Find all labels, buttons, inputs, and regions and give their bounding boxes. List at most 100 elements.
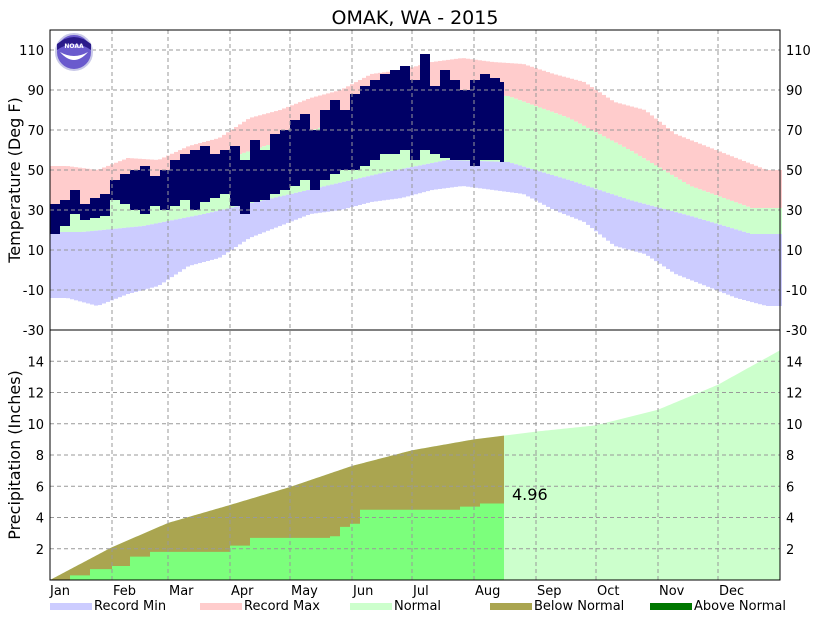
normal-range-bar: [562, 116, 566, 179]
month-label: Nov: [659, 584, 685, 599]
record-min-bar: [362, 177, 366, 204]
legend-label: Normal: [394, 599, 441, 614]
normal-range-bar: [670, 174, 674, 212]
record-min-bar: [314, 188, 318, 214]
normal-range-bar: [638, 155, 642, 203]
month-label: Oct: [597, 584, 619, 599]
record-min-bar: [626, 199, 630, 250]
record-max-bar: [230, 129, 234, 157]
record-min-bar: [770, 234, 774, 306]
normal-range-bar: [614, 142, 618, 196]
normal-range-bar: [602, 136, 606, 192]
record-min-bar: [390, 170, 394, 200]
normal-range-bar: [750, 208, 754, 234]
record-min-bar: [142, 225, 146, 290]
record-max-bar: [618, 103, 622, 145]
record-min-bar: [638, 202, 642, 253]
observed-temp-bar: [480, 74, 490, 160]
record-min-bar: [502, 161, 506, 192]
record-min-bar: [634, 201, 638, 252]
record-min-bar: [410, 166, 414, 196]
record-min-bar: [278, 196, 282, 227]
legend-label: Above Normal: [694, 599, 786, 614]
observed-temp-bar: [300, 114, 310, 180]
observed-temp-bar: [440, 70, 450, 158]
record-min-bar: [306, 190, 310, 216]
record-max-bar: [470, 59, 474, 95]
record-max-bar: [310, 97, 314, 131]
plot-frame: [49, 29, 781, 581]
record-min-bar: [262, 200, 266, 233]
record-max-bar: [538, 69, 542, 108]
record-min-bar: [670, 211, 674, 272]
normal-range-bar: [70, 206, 74, 232]
normal-range-bar: [578, 123, 582, 184]
record-max-bar: [546, 72, 550, 111]
record-min-bar: [590, 187, 594, 229]
record-min-bar: [678, 213, 682, 276]
record-max-bar: [734, 157, 738, 203]
record-min-bar: [618, 196, 622, 248]
observed-temp-bar: [460, 90, 470, 160]
normal-range-bar: [722, 198, 726, 226]
record-min-bar: [310, 189, 314, 214]
record-min-bar: [218, 210, 222, 258]
observed-temp-bar: [150, 176, 160, 206]
record-min-bar: [82, 231, 86, 303]
record-max-bar: [562, 76, 566, 117]
record-max-bar: [746, 162, 750, 207]
precip-tick-label-right: 10: [786, 418, 803, 433]
record-min-bar: [194, 215, 198, 265]
record-min-bar: [538, 171, 542, 203]
record-min-bar: [662, 208, 666, 267]
normal-range-bar: [738, 203, 742, 231]
record-min-bar: [762, 234, 766, 306]
month-label: Aug: [475, 584, 500, 599]
observed-temp-bar: [60, 200, 70, 226]
record-max-bar: [638, 108, 642, 156]
record-max-bar: [662, 124, 666, 171]
normal-range-bar: [518, 100, 522, 166]
record-min-bar: [354, 179, 358, 207]
temperature-panel: [50, 54, 782, 306]
observed-temp-bar: [50, 204, 60, 234]
record-min-bar: [698, 218, 702, 284]
precip-tick-label-left: 14: [27, 355, 44, 370]
normal-range-bar: [706, 192, 710, 222]
observed-temp-bar: [230, 146, 240, 206]
normal-range-bar: [622, 146, 626, 199]
legend-label: Record Max: [244, 599, 320, 614]
observed-temp-bar: [390, 70, 400, 154]
record-min-bar: [530, 169, 534, 199]
record-min-bar: [430, 163, 434, 191]
record-max-bar: [286, 106, 290, 139]
record-min-bar: [98, 230, 102, 306]
record-min-bar: [58, 232, 62, 298]
observed-temp-bar: [170, 160, 180, 206]
record-min-bar: [498, 161, 502, 191]
record-max-bar: [526, 65, 530, 104]
record-min-bar: [558, 177, 562, 213]
precip-tick-label-right: 4: [786, 512, 794, 527]
record-max-bar: [66, 166, 70, 206]
record-min-bar: [754, 234, 758, 304]
observed-temp-bar: [290, 120, 300, 186]
normal-range-bar: [586, 127, 590, 187]
record-min-bar: [526, 167, 530, 197]
record-min-bar: [186, 217, 190, 267]
temp-tick-label-left: 10: [27, 244, 44, 259]
normal-range-bar: [526, 103, 530, 168]
observed-temp-bar: [240, 160, 250, 214]
normal-range-bar: [642, 158, 646, 204]
record-max-bar: [718, 151, 722, 197]
record-max-bar: [570, 78, 574, 120]
record-min-bar: [494, 161, 498, 191]
observed-temp-bar: [370, 80, 380, 160]
temp-tick-label-left: 70: [27, 124, 44, 139]
record-max-bar: [530, 66, 534, 105]
precip-tick-label-right: 6: [786, 480, 794, 495]
record-max-bar: [74, 167, 78, 206]
temp-tick-label-left: -10: [23, 284, 44, 299]
observed-temp-bar: [320, 110, 330, 180]
record-max-bar: [598, 92, 602, 135]
